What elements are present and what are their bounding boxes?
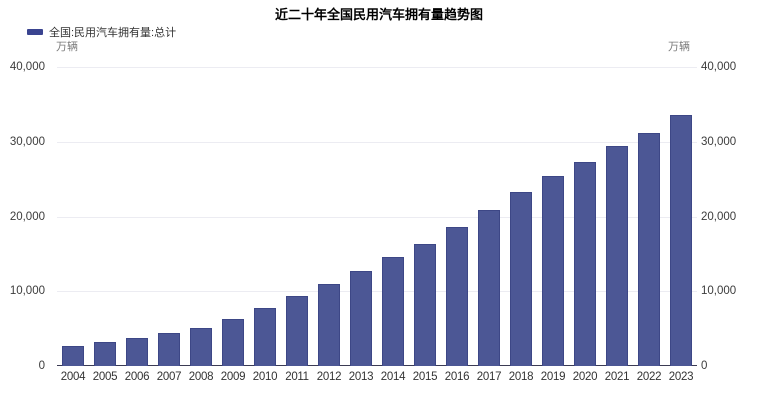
bar-slot bbox=[217, 67, 249, 366]
x-tick-label: 2005 bbox=[92, 371, 118, 383]
x-tick-label: 2023 bbox=[668, 371, 694, 383]
bar-slot bbox=[89, 67, 121, 366]
gridline bbox=[57, 141, 697, 143]
y-tick-label: 20,000 bbox=[9, 210, 45, 223]
bar-slot bbox=[441, 67, 473, 366]
bar-slot bbox=[185, 67, 217, 366]
x-tick-label: 2015 bbox=[412, 371, 438, 383]
y-tick-label: 40,000 bbox=[701, 61, 737, 73]
bar-slot bbox=[377, 67, 409, 366]
bar-slot bbox=[601, 67, 633, 366]
bar-slot bbox=[121, 67, 153, 366]
x-tick-label: 2022 bbox=[636, 371, 662, 383]
y-tick-label: 0 bbox=[701, 360, 708, 372]
bar-slot bbox=[281, 67, 313, 366]
bar-2009[interactable] bbox=[222, 319, 244, 366]
bar-2006[interactable] bbox=[126, 338, 148, 366]
bar-2007[interactable] bbox=[158, 333, 180, 366]
bar-slot bbox=[345, 67, 377, 366]
y-tick-label: 0 bbox=[38, 360, 45, 372]
x-tick-label: 2006 bbox=[124, 371, 150, 383]
x-tick-label: 2013 bbox=[348, 371, 374, 383]
gridline bbox=[57, 67, 697, 68]
x-tick-label: 2009 bbox=[220, 371, 246, 383]
x-axis-line bbox=[57, 365, 697, 366]
bar-slot bbox=[409, 67, 441, 366]
y-tick-label: 30,000 bbox=[9, 135, 45, 148]
bar-2010[interactable] bbox=[254, 307, 276, 366]
x-tick-label: 2017 bbox=[476, 371, 502, 383]
legend-marker-icon bbox=[27, 29, 43, 35]
x-tick-label: 2008 bbox=[188, 371, 214, 383]
bar-2017[interactable] bbox=[478, 209, 500, 366]
bar-2008[interactable] bbox=[190, 327, 212, 366]
y-axis-unit-left: 万辆 bbox=[56, 41, 78, 53]
bar-2020[interactable] bbox=[574, 161, 596, 366]
bar-slot bbox=[57, 67, 89, 366]
bars-container bbox=[57, 67, 697, 366]
x-axis-labels: 2004 2005 2006 2007 2008 2009 2010 2011 2012 2013… bbox=[57, 371, 697, 383]
bar-slot bbox=[473, 67, 505, 366]
bar-slot bbox=[633, 67, 665, 366]
y-tick-label: 40,000 bbox=[9, 61, 45, 73]
bar-2018[interactable] bbox=[510, 192, 532, 366]
x-tick-label: 2012 bbox=[316, 371, 342, 383]
y-tick-label: 20,000 bbox=[701, 210, 737, 223]
x-tick-label: 2020 bbox=[572, 371, 598, 383]
x-tick-label: 2004 bbox=[60, 371, 86, 383]
bar-2012[interactable] bbox=[318, 284, 340, 366]
bar-slot bbox=[569, 67, 601, 366]
x-tick-label: 2018 bbox=[508, 371, 534, 383]
x-tick-label: 2010 bbox=[252, 371, 278, 383]
chart-title: 近二十年全国民用汽车拥有量趋势图 bbox=[274, 7, 483, 22]
legend-item[interactable]: 全国:民用汽车拥有量:总计 bbox=[27, 24, 176, 40]
x-tick-label: 2014 bbox=[380, 371, 406, 383]
y-axis-left: 40,000 30,000 20,000 10,000 0 bbox=[0, 61, 45, 372]
gridline bbox=[57, 291, 697, 293]
y-tick-label: 10,000 bbox=[9, 285, 45, 298]
y-tick-label: 30,000 bbox=[701, 135, 737, 148]
x-tick-label: 2011 bbox=[285, 371, 309, 383]
bar-2016[interactable] bbox=[446, 227, 468, 366]
bar-2011[interactable] bbox=[286, 296, 308, 366]
x-tick-label: 2021 bbox=[604, 371, 630, 383]
y-axis-unit-right: 万辆 bbox=[668, 41, 690, 53]
x-tick-label: 2016 bbox=[444, 371, 470, 383]
y-tick-label: 10,000 bbox=[701, 285, 737, 298]
bar-slot bbox=[313, 67, 345, 366]
bar-2023[interactable] bbox=[670, 114, 692, 366]
bar-slot bbox=[537, 67, 569, 366]
plot-area bbox=[57, 67, 697, 366]
bar-slot bbox=[505, 67, 537, 366]
bar-2019[interactable] bbox=[542, 176, 564, 366]
x-tick-label: 2019 bbox=[540, 371, 566, 383]
bar-2004[interactable] bbox=[62, 345, 84, 366]
y-axis-right: 40,000 30,000 20,000 10,000 0 bbox=[701, 61, 757, 372]
bar-2015[interactable] bbox=[414, 244, 436, 366]
bar-2005[interactable] bbox=[94, 342, 116, 366]
bar-2022[interactable] bbox=[638, 132, 660, 366]
legend-label: 全国:民用汽车拥有量:总计 bbox=[49, 27, 177, 39]
gridline bbox=[57, 216, 697, 218]
x-tick-label: 2007 bbox=[156, 371, 182, 383]
bar-2021[interactable] bbox=[606, 146, 628, 366]
bar-2013[interactable] bbox=[350, 271, 372, 366]
bar-slot bbox=[665, 67, 697, 366]
bar-slot bbox=[249, 67, 281, 366]
bar-slot bbox=[153, 67, 185, 366]
bar-2014[interactable] bbox=[382, 256, 404, 366]
